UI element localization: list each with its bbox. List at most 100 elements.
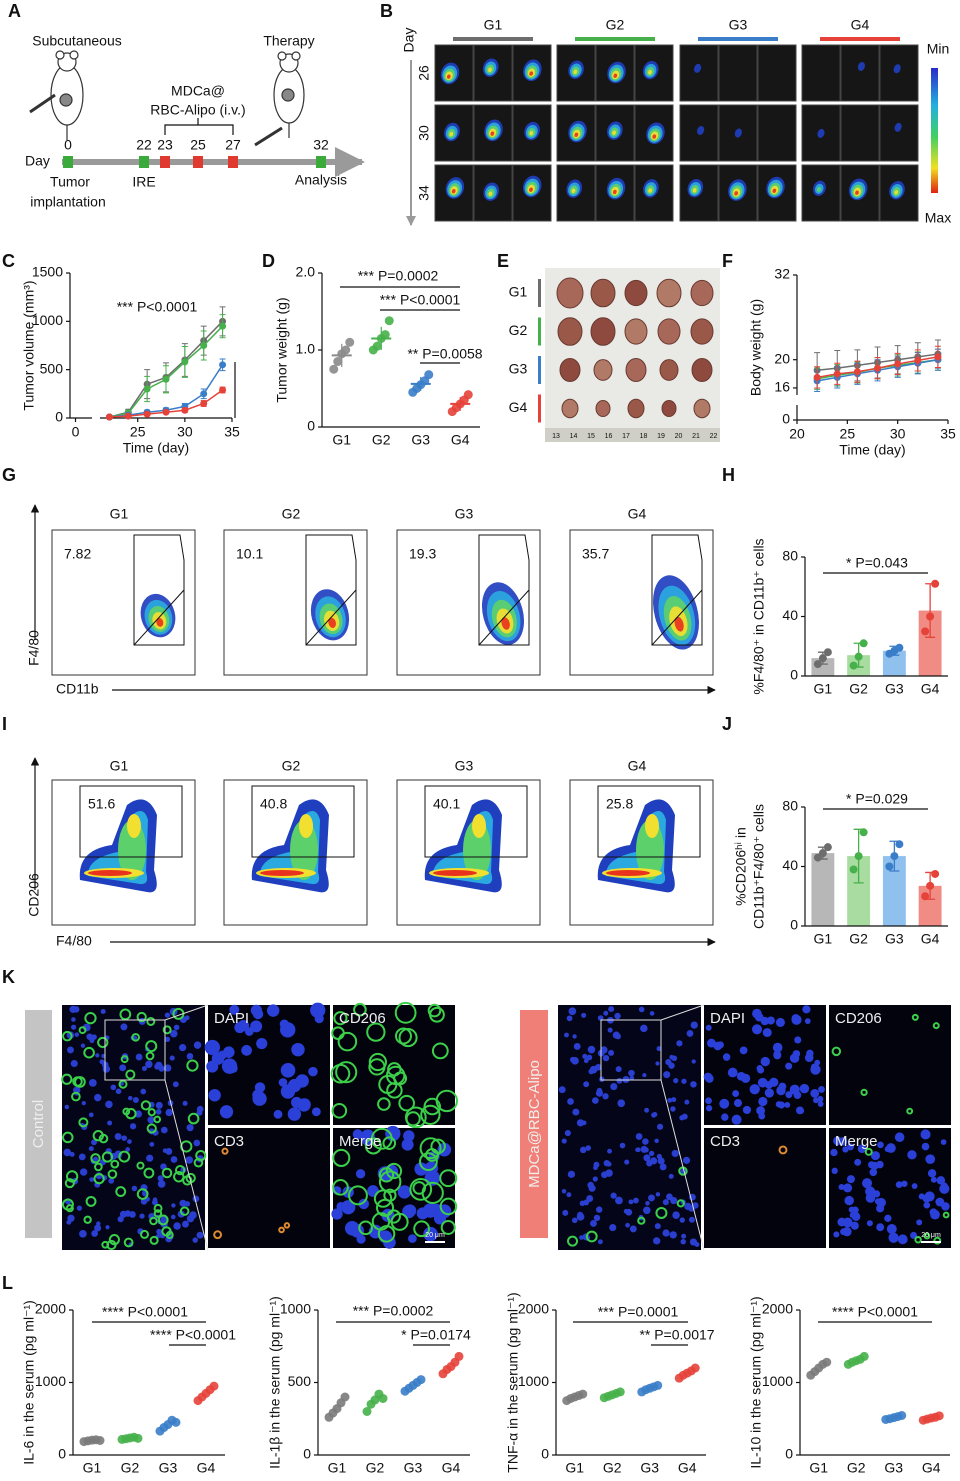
point — [181, 358, 189, 366]
flow-plot — [51, 529, 196, 676]
micro-cell — [617, 1099, 626, 1108]
micro-cell — [88, 1146, 94, 1152]
micro-cell — [646, 1160, 653, 1167]
micro-cell — [684, 1099, 690, 1105]
micro-cell — [877, 1141, 884, 1149]
y-axis-label: %F4/80⁺ in CD11b⁺ cells — [751, 538, 767, 694]
micro-cell — [101, 1053, 106, 1059]
point — [854, 652, 863, 661]
micro-cell — [568, 1007, 577, 1016]
micro-cell — [157, 1180, 166, 1188]
y-tick-label: 0 — [307, 418, 315, 434]
micro-cell — [640, 1024, 648, 1033]
i-percent: 51.6 — [88, 796, 115, 812]
micro-cell — [252, 1089, 264, 1101]
ivis-signal — [894, 190, 899, 195]
micro-cell — [690, 1081, 697, 1088]
ivis-signal — [571, 188, 576, 194]
annotation: * P=0.043 — [846, 555, 908, 571]
ivis-signal — [648, 188, 653, 193]
micro-cell — [609, 1224, 617, 1232]
micro-cell — [67, 1046, 74, 1054]
micro-cell — [386, 1209, 401, 1224]
x-tick-label: G3 — [885, 681, 904, 697]
micro-cell — [170, 1029, 178, 1038]
panel-letter: C — [2, 251, 15, 271]
x-tick-label: G3 — [885, 931, 904, 947]
micro-cell — [784, 1101, 791, 1108]
annotation: *** P=0.0002 — [358, 268, 439, 284]
micro-cell — [383, 1188, 397, 1202]
point — [833, 370, 841, 378]
micro-cell — [924, 1191, 935, 1202]
micro-cell — [571, 1217, 578, 1224]
e-ruler-label: 20 — [675, 433, 683, 440]
y-tick-label: 1.0 — [296, 341, 316, 357]
micro-cell — [936, 1176, 946, 1185]
micro-cell — [615, 1066, 622, 1073]
i-group: G4 — [628, 758, 647, 774]
y-tick-label: 0 — [790, 917, 798, 933]
x-tick-label: G4 — [678, 1460, 697, 1476]
micro-cell — [386, 1082, 403, 1099]
k-channel: CD3 — [214, 1133, 244, 1150]
micro-cell — [654, 1138, 659, 1144]
g-group: G1 — [110, 506, 129, 522]
micro-cell — [62, 1030, 73, 1042]
e-group-bar — [538, 394, 541, 423]
micro-cell — [590, 1219, 597, 1227]
point — [95, 1436, 105, 1445]
micro-cell — [182, 1220, 189, 1228]
micro-cell — [206, 1060, 219, 1073]
micro-cell — [134, 1110, 143, 1118]
micro-cell — [61, 1073, 73, 1085]
g-y-label: F4/80 — [26, 630, 42, 666]
micro-cell — [749, 1084, 760, 1095]
micro-cell — [705, 1097, 712, 1105]
micro-cell — [377, 1225, 396, 1243]
ivis-signal — [449, 131, 454, 137]
ivis-signal — [855, 190, 859, 195]
micro-cell — [193, 1139, 201, 1147]
micro-cell — [278, 1078, 288, 1087]
panel-letter: J — [722, 714, 732, 734]
point — [895, 840, 904, 849]
y-tick-label: 500 — [288, 1373, 312, 1389]
y-tick-label: 0 — [541, 1446, 549, 1462]
micro-cell — [78, 1026, 87, 1035]
x-tick-label: G2 — [366, 1460, 385, 1476]
micro-cell — [690, 1021, 698, 1029]
b-group: G4 — [851, 17, 870, 33]
panel-letter: A — [8, 1, 21, 21]
point — [219, 361, 227, 369]
point — [931, 579, 940, 588]
micro-cell — [280, 1084, 296, 1099]
flow-gate — [478, 534, 530, 646]
micro-cell — [136, 1011, 147, 1023]
micro-cell — [100, 1008, 106, 1015]
x-tick-label: G2 — [849, 681, 868, 697]
y-tick-label: 2000 — [762, 1301, 793, 1317]
a-event: Tumor — [50, 174, 90, 190]
a-day: 32 — [313, 137, 329, 153]
point — [578, 1389, 588, 1399]
micro-cell — [623, 1208, 629, 1214]
y-axis-label: Body weight (g) — [748, 299, 764, 396]
micro-cell — [585, 1230, 598, 1243]
flow-density — [328, 617, 336, 628]
micro-cell — [196, 1231, 204, 1239]
micro-cell — [665, 1058, 672, 1066]
micro-cell — [804, 1018, 811, 1025]
x-tick-label: G3 — [411, 432, 430, 448]
micro-cell — [911, 1013, 919, 1021]
micro-cell — [71, 1024, 77, 1030]
micro-cell — [921, 1142, 930, 1151]
micro-cell — [860, 1088, 868, 1097]
micro-cell — [139, 1229, 150, 1239]
point — [162, 375, 170, 383]
a-label: RBC-Alipo (i.v.) — [150, 102, 245, 118]
micro-cell — [149, 1235, 159, 1245]
micro-cell — [876, 1204, 885, 1213]
micro-cell — [614, 1012, 621, 1020]
